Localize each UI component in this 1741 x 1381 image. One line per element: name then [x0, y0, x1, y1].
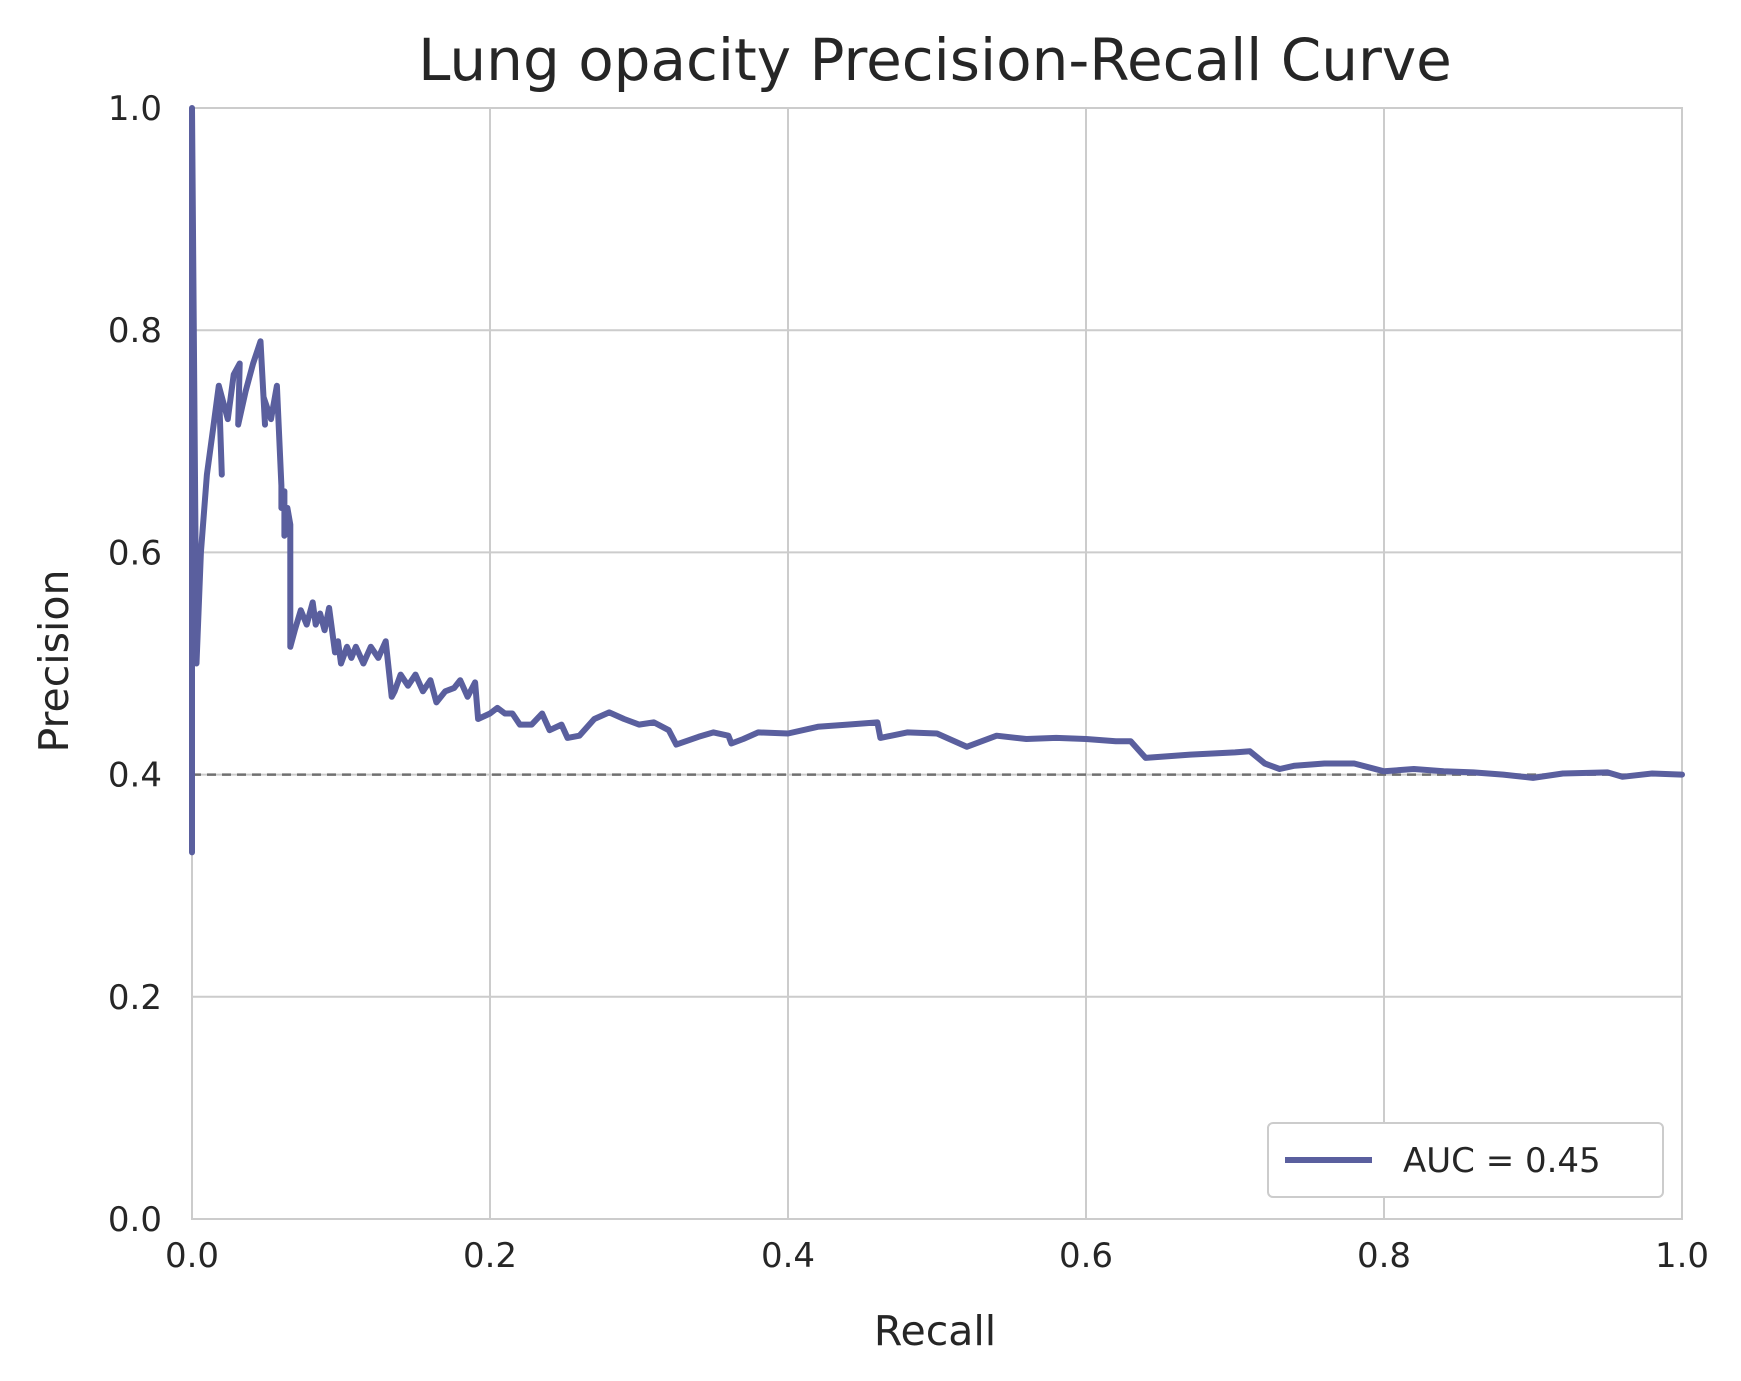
y-tick-label: 0.2 — [108, 978, 162, 1018]
x-tick-label: 0.8 — [1357, 1236, 1411, 1276]
y-tick-label: 0.4 — [108, 756, 162, 796]
chart-title: Lung opacity Precision-Recall Curve — [418, 26, 1452, 94]
x-axis-label: Recall — [874, 1307, 996, 1355]
series-group — [189, 105, 1685, 856]
x-tick-labels: 0.0 0.2 0.4 0.6 0.8 1.0 — [165, 1236, 1709, 1276]
x-tick-label: 0.0 — [165, 1236, 219, 1276]
y-tick-label: 0.0 — [108, 1200, 162, 1240]
y-axis-label: Precision — [30, 570, 78, 753]
plot-frame — [191, 107, 1683, 1220]
y-tick-label: 0.8 — [108, 311, 162, 351]
y-tick-label: 0.6 — [108, 533, 162, 573]
legend-box — [1267, 1122, 1664, 1198]
series-line — [189, 105, 1685, 856]
legend-label: AUC = 0.45 — [1403, 1141, 1601, 1181]
x-tick-label: 0.6 — [1059, 1236, 1113, 1276]
x-tick-label: 0.2 — [463, 1236, 517, 1276]
x-tick-label: 1.0 — [1655, 1236, 1709, 1276]
y-tick-labels: 0.0 0.2 0.4 0.6 0.8 1.0 — [108, 89, 162, 1240]
x-tick-label: 0.4 — [761, 1236, 815, 1276]
grid — [191, 107, 1683, 1220]
y-tick-label: 1.0 — [108, 89, 162, 129]
legend: AUC = 0.45 — [1267, 1122, 1664, 1198]
